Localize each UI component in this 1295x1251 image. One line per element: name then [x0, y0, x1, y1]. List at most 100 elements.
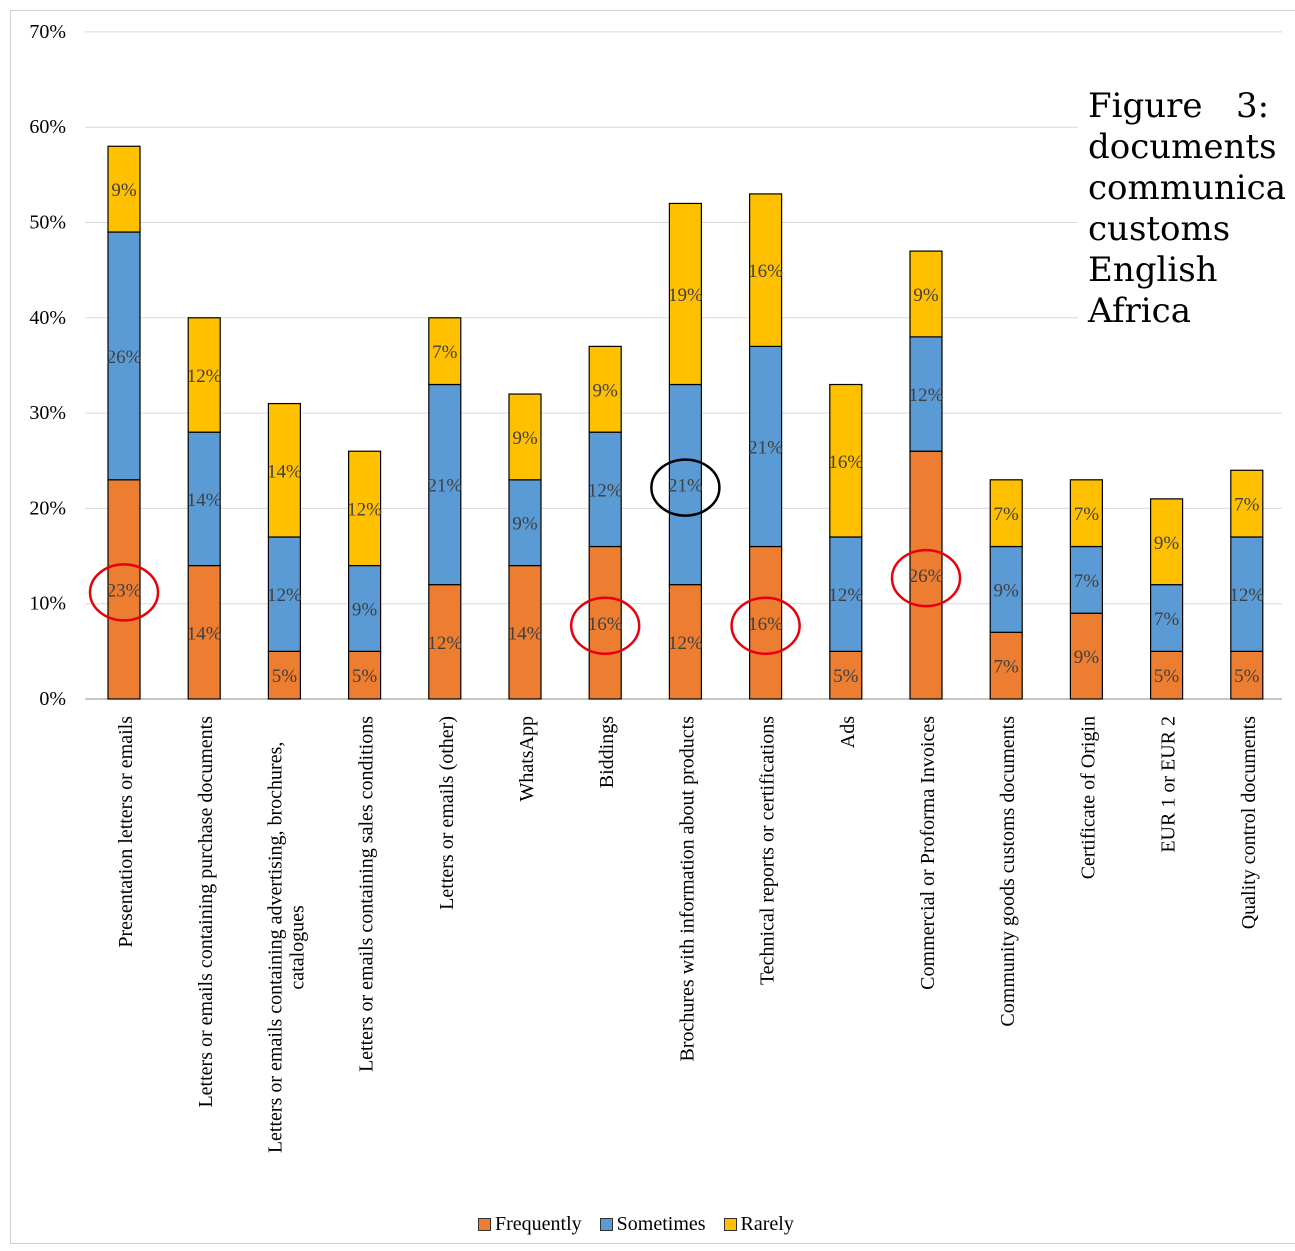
bar-segment-frequently: [187, 564, 221, 700]
bar-segment-frequently: [909, 450, 943, 700]
data-label: 9%: [512, 514, 538, 535]
bar-segment-rarely: [1069, 479, 1104, 548]
bars: [107, 145, 1264, 700]
bar-segment-rarely: [428, 317, 462, 386]
data-label: 7%: [432, 342, 458, 363]
annotations: [88, 458, 962, 656]
bar-segment-rarely: [989, 479, 1023, 548]
bar-segment-rarely: [668, 202, 703, 386]
legend-swatch-sometimes: [599, 1217, 613, 1231]
data-label: 5%: [272, 666, 298, 687]
data-label: 9%: [512, 428, 538, 449]
legend-item-sometimes: Sometimes: [599, 1212, 706, 1236]
bar-segment-sometimes: [829, 536, 863, 652]
svg-text:Letters or emails (other): Letters or emails (other): [436, 716, 458, 910]
figure-caption: Figure 3: In documents communica customs…: [1078, 78, 1295, 368]
data-label: 9%: [1154, 533, 1180, 554]
legend-label-rarely: Rarely: [740, 1212, 794, 1235]
data-label: 12%: [267, 585, 302, 606]
data-label: 7%: [1074, 571, 1100, 592]
data-label: 19%: [668, 285, 703, 306]
data-label: 12%: [668, 633, 703, 654]
data-label: 7%: [1234, 495, 1260, 516]
x-tick-label: Presentation letters or emails: [115, 716, 137, 948]
legend-label-frequently: Frequently: [495, 1212, 582, 1235]
annotation-circle: [730, 596, 801, 656]
svg-text:Certificate of Origin: Certificate of Origin: [1077, 716, 1099, 879]
svg-text:Letters or emails containing s: Letters or emails containing sales condi…: [356, 716, 378, 1072]
bar-segment-sometimes: [187, 431, 221, 567]
data-label: 21%: [427, 476, 462, 497]
bar-segment-frequently: [588, 545, 622, 700]
x-tick-label: EUR 1 or EUR 2: [1158, 716, 1180, 853]
legend-item-frequently: Frequently: [478, 1213, 582, 1236]
data-label: 5%: [1234, 666, 1260, 687]
data-label: 9%: [593, 380, 619, 401]
bar-segment-rarely: [909, 250, 943, 338]
bar-segment-sometimes: [989, 545, 1023, 633]
x-tick-label: Quality control documents: [1238, 716, 1260, 930]
bar-segment-rarely: [187, 317, 221, 433]
data-label: 23%: [107, 580, 142, 601]
svg-text:Ads: Ads: [837, 716, 859, 748]
y-tick-label: 40%: [29, 307, 66, 329]
x-tick-label: Ads: [837, 716, 859, 748]
bar-segment-frequently: [668, 584, 703, 700]
legend-label-sometimes: Sometimes: [616, 1212, 706, 1235]
data-label: 7%: [994, 504, 1020, 525]
y-tick-label: 0%: [39, 688, 66, 710]
svg-text:Community goods customs docume: Community goods customs documents: [997, 716, 1019, 1027]
bar-segment-rarely: [348, 450, 382, 567]
data-label: 12%: [347, 499, 382, 520]
data-label: 9%: [352, 599, 378, 620]
bar-segment-rarely: [588, 345, 622, 433]
svg-text:Brochures with information abo: Brochures with information about product…: [676, 716, 698, 1062]
data-label: 7%: [1154, 609, 1180, 630]
data-label: 14%: [187, 623, 222, 644]
annotation-circle: [650, 458, 721, 517]
data-label: 21%: [748, 437, 783, 458]
svg-text:Commercial or Proforma Invoice: Commercial or Proforma Invoices: [917, 716, 939, 990]
bar-segment-rarely: [748, 193, 783, 347]
data-label: 7%: [1074, 504, 1100, 525]
svg-text:EUR 1 or EUR 2: EUR 1 or EUR 2: [1158, 716, 1180, 853]
bar-segment-sometimes: [909, 336, 943, 452]
svg-text:Letters or emails containing a: Letters or emails containing advertising…: [264, 742, 308, 1154]
data-label: 9%: [111, 180, 137, 201]
svg-text:Biddings: Biddings: [596, 716, 618, 788]
y-tick-label: 30%: [29, 402, 66, 424]
x-tick-label: WhatsApp: [516, 716, 538, 802]
data-label: 26%: [909, 566, 944, 587]
bar-segment-rarely: [829, 383, 863, 538]
bar-segment-rarely: [107, 145, 141, 233]
x-tick-label: Biddings: [596, 716, 618, 788]
bar-segment-frequently: [428, 584, 462, 700]
x-tick-label: Technical reports or certifications: [757, 716, 779, 985]
data-label: 5%: [1154, 666, 1180, 687]
data-label: 12%: [588, 480, 623, 501]
bar-segment-frequently: [348, 650, 382, 700]
data-label: 9%: [913, 285, 939, 306]
bar-segment-rarely: [1230, 469, 1264, 538]
bar-segment-frequently: [748, 545, 783, 700]
data-label: 21%: [668, 476, 703, 497]
bar-segment-frequently: [508, 564, 542, 700]
data-label: 14%: [267, 461, 302, 482]
x-tick-label: Certificate of Origin: [1077, 716, 1099, 879]
legend: Frequently Sometimes Rarely: [478, 1212, 794, 1236]
bar-segment-sometimes: [267, 536, 301, 652]
bar-segment-sometimes: [428, 383, 462, 586]
data-label: 16%: [828, 452, 863, 473]
svg-text:Presentation letters or emails: Presentation letters or emails: [115, 716, 137, 948]
data-label: 12%: [427, 633, 462, 654]
data-label: 5%: [833, 666, 859, 687]
bar-segment-frequently: [829, 650, 863, 700]
data-label: 12%: [187, 366, 222, 387]
x-tick-label: Letters or emails (other): [436, 716, 458, 910]
data-label: 5%: [352, 666, 378, 687]
y-tick-label: 10%: [29, 593, 66, 615]
svg-text:WhatsApp: WhatsApp: [516, 716, 538, 802]
x-axis-ticks: Presentation letters or emails Letters or…: [115, 716, 1260, 1153]
data-label: 14%: [187, 490, 222, 511]
